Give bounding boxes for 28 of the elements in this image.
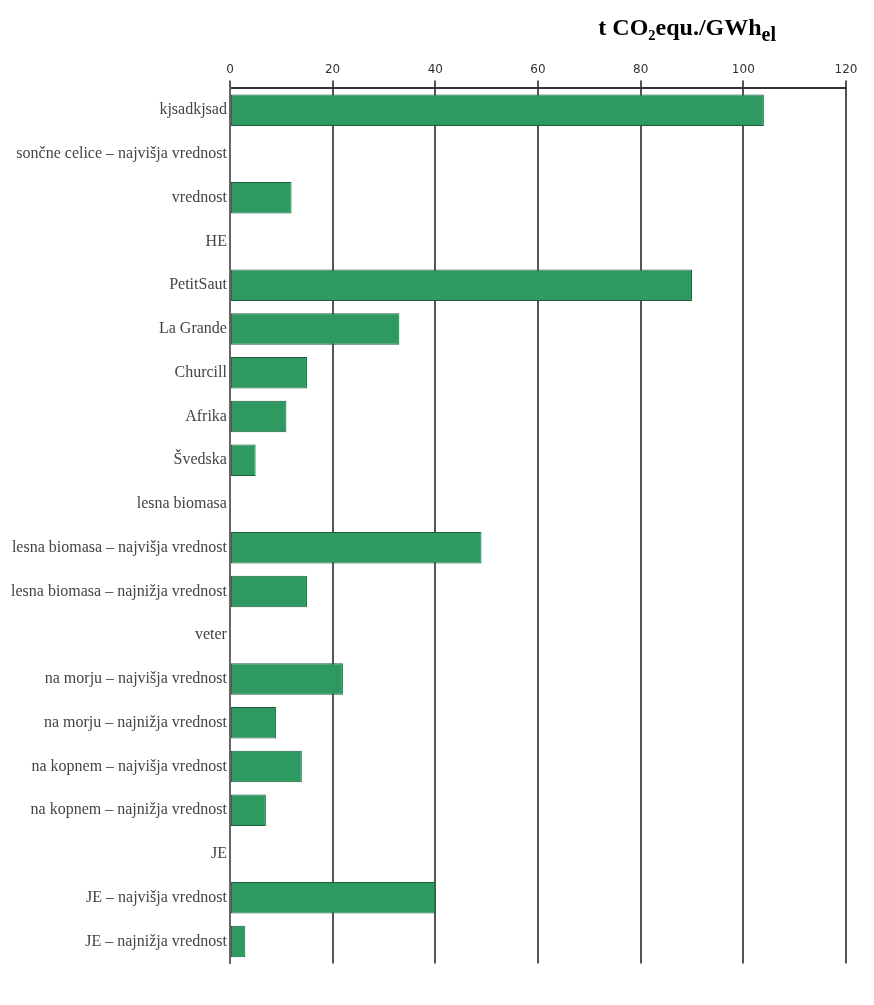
y-tick-label: lesna biomasa – najvišja vrednost bbox=[11, 537, 228, 556]
y-tick-label: Afrika bbox=[185, 406, 227, 424]
x-tick-label: 120 bbox=[834, 62, 858, 77]
y-tick-label: La Grande bbox=[158, 319, 227, 337]
y-tick-label: Švedska bbox=[173, 449, 227, 468]
y-tick-label: na morju – najnižja vrednost bbox=[43, 712, 228, 731]
y-tick-label: Churcill bbox=[174, 362, 228, 380]
y-tick-label: na kopnem – najvišja vrednost bbox=[31, 756, 228, 775]
y-tick-label: PetitSaut bbox=[169, 275, 228, 293]
x-tick-label: 80 bbox=[633, 62, 649, 77]
y-tick-label: JE bbox=[210, 844, 227, 862]
y-tick-label: veter bbox=[194, 625, 228, 643]
x-tick-label: 40 bbox=[427, 62, 443, 77]
x-tick-label: 20 bbox=[324, 62, 341, 77]
y-tick-label: na kopnem – najnižja vrednost bbox=[30, 800, 228, 819]
y-tick-label: lesna biomasa bbox=[136, 494, 227, 512]
y-tick-label: na morju – najvišja vrednost bbox=[44, 669, 228, 688]
y-tick-label: sončne celice – najvišja vrednost bbox=[16, 144, 228, 163]
y-tick-label: HE bbox=[205, 231, 227, 249]
y-tick-label: kjsadkjsad bbox=[159, 100, 227, 119]
y-tick-label: JE – najvišja vrednost bbox=[86, 887, 228, 906]
x-tick-label: 60 bbox=[530, 62, 546, 77]
x-tick-label: 0 bbox=[226, 62, 234, 77]
y-tick-label: JE – najnižja vrednost bbox=[85, 931, 228, 950]
y-tick-label: lesna biomasa – najnižja vrednost bbox=[11, 581, 228, 600]
y-tick-label: vrednost bbox=[171, 187, 228, 205]
x-tick-label: 100 bbox=[731, 62, 755, 77]
chart-title: t CO₂equ./GWh$_{el}$ bbox=[597, 14, 777, 46]
